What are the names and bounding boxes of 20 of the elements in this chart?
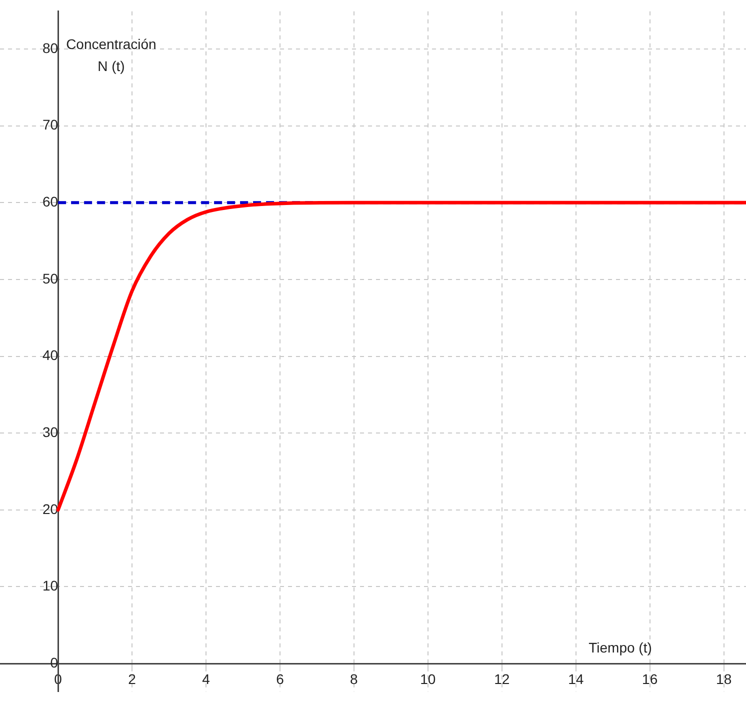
y-tick-label: 80 bbox=[42, 40, 58, 56]
y-tick-label: 30 bbox=[42, 424, 58, 440]
y-tick-label: 60 bbox=[42, 194, 58, 210]
x-axis-title: Tiempo (t) bbox=[588, 639, 652, 656]
y-axis-title: Concentración N (t) bbox=[66, 36, 156, 74]
x-tick-label: 18 bbox=[716, 670, 732, 687]
y-tick-label: 50 bbox=[42, 270, 58, 286]
line-series bbox=[56, 200, 746, 512]
y-tick-label: 10 bbox=[42, 578, 58, 594]
y-tick-label: 40 bbox=[42, 347, 58, 364]
y-tick-label: 20 bbox=[42, 500, 58, 517]
x-tick-label: 6 bbox=[276, 670, 284, 687]
x-tick-label: 14 bbox=[568, 670, 584, 687]
x-tick-label: 2 bbox=[128, 670, 136, 687]
x-tick-label: 10 bbox=[420, 670, 436, 687]
x-tick-label: 16 bbox=[642, 670, 658, 687]
x-tick-label: 8 bbox=[350, 670, 358, 687]
y-tick-label: 70 bbox=[42, 116, 58, 133]
x-tick-label: 4 bbox=[202, 670, 210, 687]
x-tick-label: 12 bbox=[494, 670, 510, 687]
